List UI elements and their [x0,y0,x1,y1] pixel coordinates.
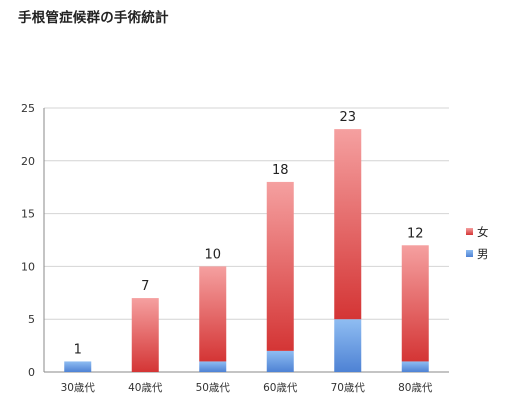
bar-segment-male [266,350,294,372]
y-tick-label: 5 [28,313,35,326]
data-label: 23 [339,110,356,125]
x-tick-label: 60歳代 [263,382,298,394]
x-tick-label: 70歳代 [331,382,366,394]
data-label: 7 [141,279,149,294]
y-tick-label: 15 [21,208,35,221]
legend: 女男 [466,225,489,261]
y-tick-label: 10 [21,260,35,273]
bar-segment-female [266,181,294,351]
bar-segment-female [199,266,227,362]
data-label: 18 [272,163,289,178]
y-tick-label: 0 [28,366,35,379]
grid-layer [44,107,449,373]
bar-layer [64,129,429,372]
y-tick-label: 20 [21,155,35,168]
bar-segment-female [401,245,429,362]
data-label-layer: 1 7 10 18 23 12 [74,110,424,357]
legend-label: 女 [477,225,489,239]
x-tick-label: 30歳代 [61,382,96,394]
x-tick-label: 50歳代 [196,382,231,394]
bar-segment-male [64,361,92,372]
x-tick-label: 80歳代 [398,382,433,394]
bar-segment-male [334,319,362,372]
page-title: 手根管症候群の手術統計 [18,10,169,26]
bar-segment-female [334,129,362,320]
legend-swatch [466,250,473,257]
bar-segment-female [131,298,159,372]
bar-segment-male [199,361,227,372]
legend-swatch [466,228,473,235]
bar-segment-male [401,361,429,372]
data-label: 10 [204,247,221,262]
data-label: 1 [74,342,82,357]
legend-label: 男 [477,247,489,261]
x-tick-label: 40歳代 [128,382,163,394]
axis-layer: 0 5 10 15 20 25 30歳代 40歳代 50歳代 60歳代 70歳代 80歳代 [21,102,449,394]
y-tick-label: 25 [21,102,35,115]
data-label: 12 [407,226,424,241]
